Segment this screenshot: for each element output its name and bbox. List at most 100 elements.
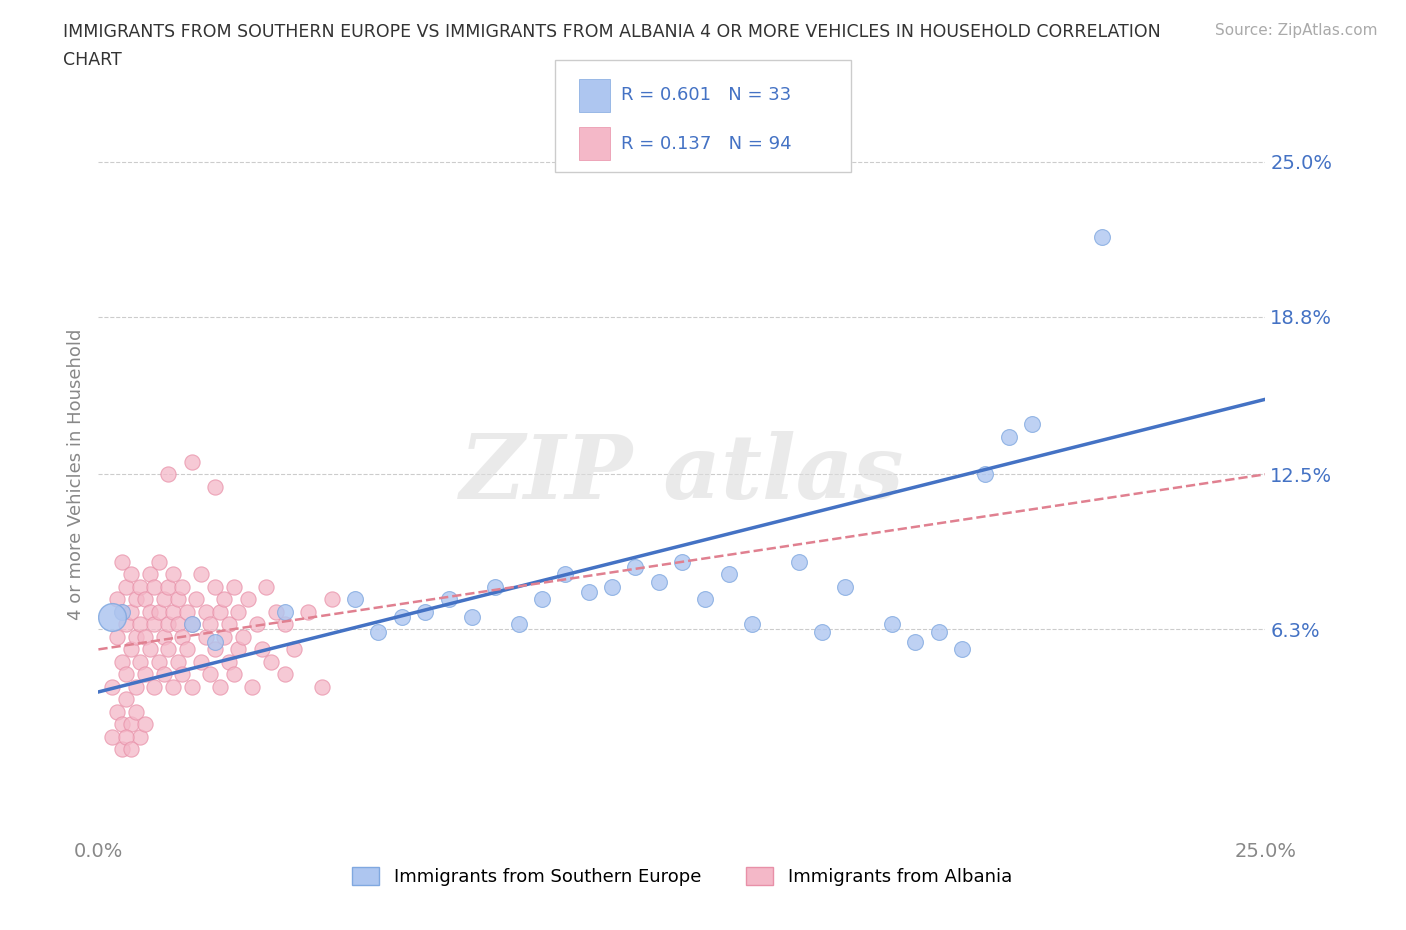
Text: R = 0.137   N = 94: R = 0.137 N = 94 — [621, 135, 792, 153]
Point — [111, 742, 134, 757]
Point — [162, 604, 184, 619]
Point — [391, 609, 413, 624]
Point — [194, 604, 217, 619]
Point — [143, 680, 166, 695]
Point — [311, 680, 333, 695]
Point — [120, 742, 142, 757]
Point — [111, 604, 134, 619]
Point — [250, 642, 273, 657]
Point — [218, 617, 240, 631]
Point — [1091, 229, 1114, 244]
Point — [200, 617, 222, 631]
Point — [134, 717, 156, 732]
Point — [125, 680, 148, 695]
Point — [139, 642, 162, 657]
Point — [530, 591, 553, 606]
Point — [811, 624, 834, 639]
Point — [180, 680, 202, 695]
Point — [101, 609, 124, 624]
Point — [695, 591, 717, 606]
Point — [148, 604, 170, 619]
Point — [176, 604, 198, 619]
Point — [101, 680, 124, 695]
Point — [125, 705, 148, 720]
Point — [508, 617, 530, 631]
Point — [105, 591, 128, 606]
Point — [162, 680, 184, 695]
Point — [208, 680, 231, 695]
Point — [214, 630, 236, 644]
Point — [461, 609, 484, 624]
Point — [105, 630, 128, 644]
Point — [111, 717, 134, 732]
Point — [997, 430, 1019, 445]
Point — [218, 655, 240, 670]
Point — [344, 591, 367, 606]
Point — [172, 630, 194, 644]
Point — [484, 579, 506, 594]
Point — [904, 634, 927, 649]
Point — [228, 604, 250, 619]
Point — [274, 617, 297, 631]
Point — [129, 729, 152, 744]
Point — [139, 604, 162, 619]
Point — [125, 591, 148, 606]
Point — [143, 579, 166, 594]
Point — [176, 642, 198, 657]
Point — [129, 655, 152, 670]
Text: IMMIGRANTS FROM SOUTHERN EUROPE VS IMMIGRANTS FROM ALBANIA 4 OR MORE VEHICLES IN: IMMIGRANTS FROM SOUTHERN EUROPE VS IMMIG… — [63, 23, 1161, 41]
Point — [236, 591, 259, 606]
Text: R = 0.601   N = 33: R = 0.601 N = 33 — [621, 86, 792, 104]
Point — [260, 655, 283, 670]
Point — [172, 579, 194, 594]
Point — [152, 591, 174, 606]
Point — [186, 591, 208, 606]
Point — [120, 717, 142, 732]
Point — [624, 560, 647, 575]
Point — [242, 680, 264, 695]
Y-axis label: 4 or more Vehicles in Household: 4 or more Vehicles in Household — [66, 328, 84, 620]
Point — [671, 554, 693, 569]
Point — [208, 604, 231, 619]
Point — [166, 591, 188, 606]
Point — [120, 604, 142, 619]
Point — [120, 642, 142, 657]
Point — [928, 624, 950, 639]
Point — [129, 617, 152, 631]
Point — [180, 455, 202, 470]
Point — [647, 575, 669, 590]
Point — [166, 617, 188, 631]
Point — [194, 630, 217, 644]
Point — [950, 642, 973, 657]
Point — [554, 567, 576, 582]
Point — [148, 655, 170, 670]
Point — [246, 617, 269, 631]
Point — [111, 554, 134, 569]
Point — [880, 617, 903, 631]
Point — [143, 617, 166, 631]
Point — [741, 617, 763, 631]
Text: CHART: CHART — [63, 51, 122, 69]
Point — [139, 567, 162, 582]
Point — [134, 591, 156, 606]
Point — [578, 584, 600, 599]
Point — [134, 667, 156, 682]
Legend: Immigrants from Southern Europe, Immigrants from Albania: Immigrants from Southern Europe, Immigra… — [344, 859, 1019, 893]
Point — [204, 642, 226, 657]
Point — [125, 630, 148, 644]
Point — [180, 617, 202, 631]
Point — [111, 604, 134, 619]
Point — [157, 467, 180, 482]
Point — [321, 591, 343, 606]
Point — [600, 579, 623, 594]
Point — [367, 624, 389, 639]
Point — [162, 567, 184, 582]
Point — [297, 604, 319, 619]
Point — [437, 591, 460, 606]
Point — [200, 667, 222, 682]
Point — [717, 567, 740, 582]
Text: ZIP atlas: ZIP atlas — [460, 431, 904, 518]
Text: Source: ZipAtlas.com: Source: ZipAtlas.com — [1215, 23, 1378, 38]
Point — [157, 642, 180, 657]
Point — [105, 705, 128, 720]
